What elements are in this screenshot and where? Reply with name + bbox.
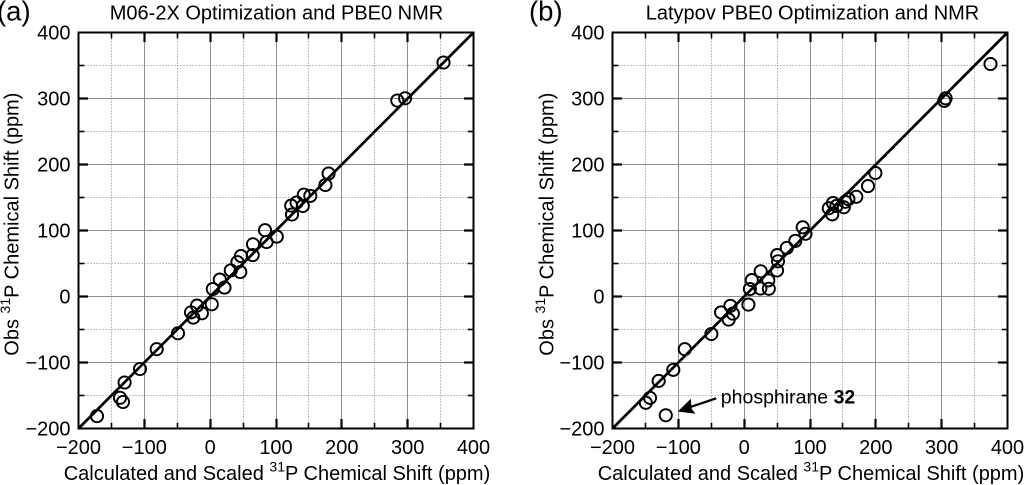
svg-text:Obs 31P Chemical Shift (ppm): Obs 31P Chemical Shift (ppm) <box>0 93 24 356</box>
svg-text:200: 200 <box>325 437 358 459</box>
svg-text:(b): (b) <box>529 0 563 27</box>
svg-text:Obs 31P Chemical Shift (ppm): Obs 31P Chemical Shift (ppm) <box>532 93 559 356</box>
svg-text:−200: −200 <box>559 419 604 441</box>
svg-text:300: 300 <box>391 437 424 459</box>
svg-text:M06-2X Optimization and PBE0 N: M06-2X Optimization and PBE0 NMR <box>110 3 443 25</box>
svg-text:400: 400 <box>457 437 490 459</box>
svg-text:300: 300 <box>925 437 958 459</box>
svg-text:0: 0 <box>593 287 604 309</box>
svg-text:200: 200 <box>37 155 70 177</box>
svg-text:400: 400 <box>37 23 70 45</box>
svg-text:300: 300 <box>571 89 604 111</box>
svg-text:300: 300 <box>37 89 70 111</box>
svg-text:−200: −200 <box>56 437 101 459</box>
svg-text:−200: −200 <box>25 419 70 441</box>
svg-text:−100: −100 <box>656 437 701 459</box>
svg-text:100: 100 <box>793 437 826 459</box>
svg-text:−200: −200 <box>590 437 635 459</box>
svg-text:100: 100 <box>37 221 70 243</box>
svg-text:Latypov PBE0 Optimization and: Latypov PBE0 Optimization and NMR <box>646 3 980 25</box>
svg-text:200: 200 <box>859 437 892 459</box>
svg-text:0: 0 <box>205 437 216 459</box>
svg-text:0: 0 <box>59 287 70 309</box>
svg-text:−100: −100 <box>122 437 167 459</box>
svg-text:100: 100 <box>571 221 604 243</box>
svg-text:0: 0 <box>739 437 750 459</box>
svg-text:phosphirane 32: phosphirane 32 <box>721 387 856 409</box>
svg-text:200: 200 <box>571 155 604 177</box>
svg-text:400: 400 <box>571 23 604 45</box>
svg-text:−100: −100 <box>25 353 70 375</box>
svg-text:400: 400 <box>991 437 1024 459</box>
svg-text:100: 100 <box>259 437 292 459</box>
svg-text:−100: −100 <box>559 353 604 375</box>
svg-text:(a): (a) <box>0 0 31 27</box>
